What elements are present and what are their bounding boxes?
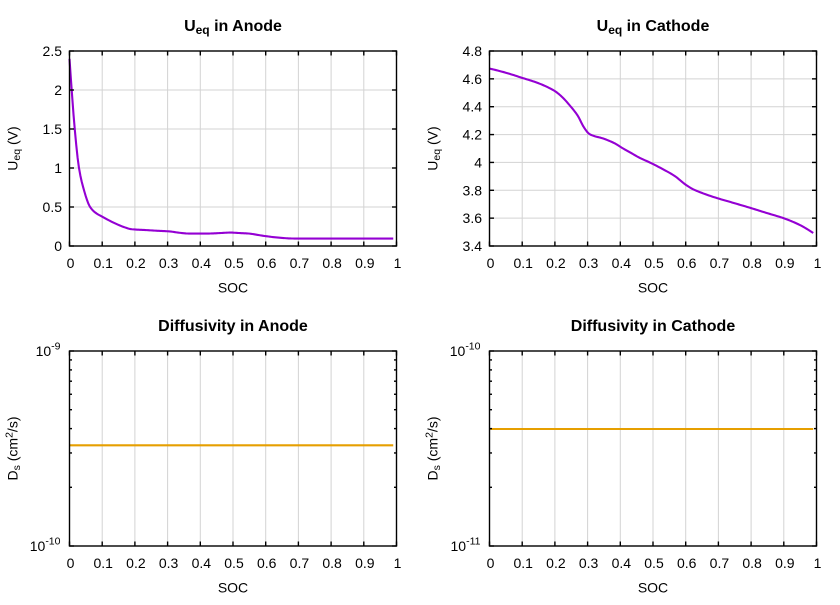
svg-text:0.1: 0.1 xyxy=(93,555,113,571)
svg-text:0.3: 0.3 xyxy=(159,555,179,571)
svg-text:1: 1 xyxy=(394,255,402,271)
svg-text:0.2: 0.2 xyxy=(126,555,146,571)
svg-text:0.2: 0.2 xyxy=(546,555,566,571)
svg-text:0.5: 0.5 xyxy=(644,255,664,271)
svg-text:0.6: 0.6 xyxy=(677,255,697,271)
svg-text:0.2: 0.2 xyxy=(126,255,146,271)
svg-text:0.6: 0.6 xyxy=(677,555,697,571)
svg-text:0.1: 0.1 xyxy=(513,555,533,571)
svg-text:1: 1 xyxy=(394,555,402,571)
svg-text:0: 0 xyxy=(67,255,75,271)
svg-text:0: 0 xyxy=(67,555,75,571)
svg-text:Diffusivity in Cathode: Diffusivity in Cathode xyxy=(571,318,736,335)
svg-text:0: 0 xyxy=(54,238,62,254)
svg-text:0.8: 0.8 xyxy=(322,255,342,271)
svg-text:1: 1 xyxy=(814,255,822,271)
svg-text:4: 4 xyxy=(474,154,482,170)
svg-text:SOC: SOC xyxy=(638,280,668,296)
svg-text:0.3: 0.3 xyxy=(159,255,179,271)
svg-text:SOC: SOC xyxy=(638,580,668,596)
svg-text:Diffusivity in Anode: Diffusivity in Anode xyxy=(158,318,308,335)
svg-text:0: 0 xyxy=(487,555,495,571)
svg-text:2: 2 xyxy=(54,82,62,98)
svg-text:0.9: 0.9 xyxy=(775,555,795,571)
svg-text:SOC: SOC xyxy=(218,580,248,596)
svg-text:0.6: 0.6 xyxy=(257,255,277,271)
svg-text:0.8: 0.8 xyxy=(742,255,762,271)
svg-text:0.9: 0.9 xyxy=(355,555,375,571)
svg-text:4.4: 4.4 xyxy=(463,99,483,115)
svg-text:Ueq in Cathode: Ueq in Cathode xyxy=(597,18,710,37)
svg-text:0.4: 0.4 xyxy=(192,255,212,271)
svg-text:0.7: 0.7 xyxy=(710,555,730,571)
svg-text:0.4: 0.4 xyxy=(612,555,632,571)
svg-text:0.1: 0.1 xyxy=(93,255,113,271)
svg-text:Ueq (V): Ueq (V) xyxy=(425,126,444,170)
svg-text:0.3: 0.3 xyxy=(579,555,599,571)
svg-text:0.7: 0.7 xyxy=(710,255,730,271)
svg-text:4.2: 4.2 xyxy=(463,127,483,143)
svg-text:0.7: 0.7 xyxy=(290,255,310,271)
svg-text:0.7: 0.7 xyxy=(290,555,310,571)
svg-text:0.5: 0.5 xyxy=(224,555,244,571)
svg-text:0.6: 0.6 xyxy=(257,555,277,571)
svg-text:0.8: 0.8 xyxy=(322,555,342,571)
svg-text:3.4: 3.4 xyxy=(463,238,483,254)
svg-text:0.5: 0.5 xyxy=(224,255,244,271)
svg-text:0: 0 xyxy=(487,255,495,271)
svg-text:3.8: 3.8 xyxy=(463,182,483,198)
svg-text:1.5: 1.5 xyxy=(43,121,63,137)
svg-text:0.9: 0.9 xyxy=(355,255,375,271)
svg-text:3.6: 3.6 xyxy=(463,210,483,226)
svg-text:4.6: 4.6 xyxy=(463,71,483,87)
svg-text:0.9: 0.9 xyxy=(775,255,795,271)
svg-text:4.8: 4.8 xyxy=(463,43,483,59)
svg-text:0.2: 0.2 xyxy=(546,255,566,271)
svg-text:Ueq in Anode: Ueq in Anode xyxy=(184,18,282,37)
svg-text:0.4: 0.4 xyxy=(192,555,212,571)
svg-text:Ds (cm2/s): Ds (cm2/s) xyxy=(4,417,24,481)
svg-text:1: 1 xyxy=(814,555,822,571)
svg-text:2.5: 2.5 xyxy=(43,43,63,59)
svg-text:1: 1 xyxy=(54,160,62,176)
svg-text:0.3: 0.3 xyxy=(579,255,599,271)
svg-text:0.5: 0.5 xyxy=(43,199,63,215)
svg-text:Ueq (V): Ueq (V) xyxy=(5,126,24,170)
svg-text:Ds (cm2/s): Ds (cm2/s) xyxy=(424,417,444,481)
svg-text:SOC: SOC xyxy=(218,280,248,296)
svg-text:0.1: 0.1 xyxy=(513,255,533,271)
svg-text:0.8: 0.8 xyxy=(742,555,762,571)
svg-text:0.4: 0.4 xyxy=(612,255,632,271)
svg-text:0.5: 0.5 xyxy=(644,555,664,571)
